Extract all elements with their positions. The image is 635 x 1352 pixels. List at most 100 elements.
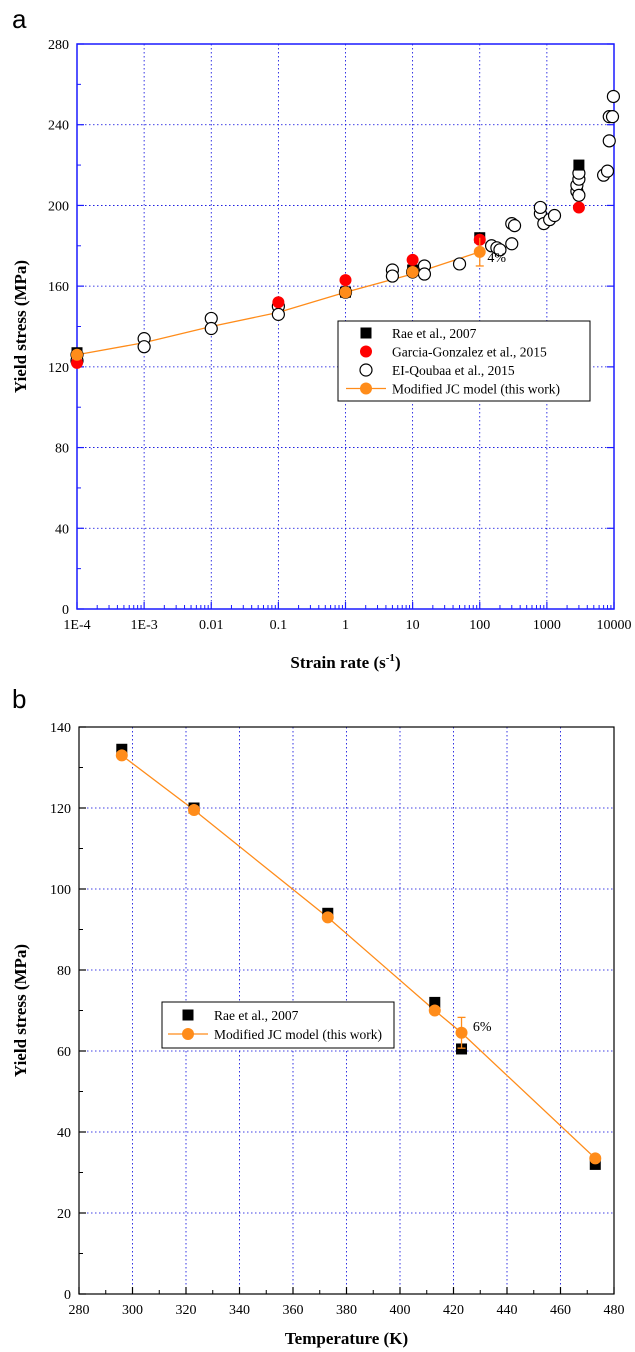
data-point bbox=[271, 307, 285, 321]
tick-label-x: 440 bbox=[497, 1303, 518, 1318]
tick-label-y: 160 bbox=[48, 280, 69, 295]
data-point bbox=[406, 253, 419, 266]
y-axis-label-a: Yield stress (MPa) bbox=[11, 260, 30, 393]
tick-label-y: 0 bbox=[62, 603, 69, 618]
tick-label-x: 300 bbox=[122, 1303, 143, 1318]
data-point bbox=[493, 243, 507, 257]
tick-label-x: 1E-4 bbox=[63, 618, 90, 633]
tick-label-y: 200 bbox=[48, 199, 69, 214]
data-point bbox=[417, 267, 432, 281]
legend-label: Garcia-Gonzalez et al., 2015 bbox=[392, 345, 547, 360]
data-point bbox=[452, 257, 467, 271]
y-axis-label-b: Yield stress (MPa) bbox=[11, 944, 30, 1077]
tick-label-y: 80 bbox=[57, 964, 71, 979]
data-point bbox=[71, 348, 83, 361]
panel-label-b: b bbox=[12, 684, 26, 714]
data-point bbox=[428, 1004, 441, 1017]
x-axis-label-a: Strain rate (s-1) bbox=[290, 652, 400, 672]
legend-label: Rae et al., 2007 bbox=[214, 1008, 299, 1023]
chart-strain-rate: a1E-4 1E-3 0.01 0.1 1 10 100 1000 10000040801201… bbox=[11, 4, 632, 672]
tick-label-x: 320 bbox=[176, 1303, 197, 1318]
x-axis-label-b: Temperature (K) bbox=[285, 1329, 408, 1348]
legend-label: Modified JC model (this work) bbox=[214, 1027, 382, 1042]
legend-label: Modified JC model (this work) bbox=[392, 382, 560, 397]
tick-label-y: 20 bbox=[57, 1207, 71, 1222]
data-point bbox=[605, 110, 620, 124]
series-1-b bbox=[115, 749, 602, 1165]
legend-marker bbox=[360, 345, 372, 358]
data-point bbox=[339, 274, 352, 287]
ticks-a: 1E-4 1E-3 0.01 0.1 1 10 100 1000 10000 0 40 80 120 16… bbox=[48, 38, 632, 633]
tick-label-y: 120 bbox=[50, 802, 71, 817]
data-point bbox=[456, 1043, 468, 1055]
data-point bbox=[204, 321, 218, 336]
tick-label-y: 40 bbox=[57, 1126, 71, 1141]
data-point bbox=[589, 1158, 601, 1170]
tick-label-y: 60 bbox=[57, 1045, 71, 1060]
tick-label-x: 400 bbox=[390, 1303, 411, 1318]
data-point bbox=[429, 996, 441, 1008]
data-b bbox=[115, 743, 602, 1170]
tick-label-y: 80 bbox=[55, 442, 69, 457]
data-point bbox=[339, 286, 352, 299]
tick-label-y: 40 bbox=[55, 522, 69, 537]
tick-label-x: 0.01 bbox=[199, 618, 224, 633]
tick-label-y: 240 bbox=[48, 119, 69, 134]
tick-label-y: 0 bbox=[64, 1288, 71, 1303]
tick-label-x: 1000 bbox=[533, 618, 561, 633]
tick-label-y: 120 bbox=[48, 361, 69, 376]
data-point bbox=[137, 340, 151, 354]
tick-label-x: 360 bbox=[283, 1303, 304, 1318]
legend-marker bbox=[360, 382, 372, 395]
legend-label: EI-Qoubaa et al., 2015 bbox=[392, 363, 515, 378]
tick-label-x: 10 bbox=[406, 618, 420, 633]
data-point bbox=[116, 743, 128, 755]
data-point bbox=[572, 188, 586, 202]
legend-marker bbox=[360, 327, 372, 339]
data-point bbox=[572, 201, 585, 214]
tick-label-y: 140 bbox=[50, 721, 71, 736]
legend-box-b bbox=[161, 1001, 395, 1049]
model-line-b bbox=[121, 754, 596, 1159]
tick-label-x: 420 bbox=[443, 1303, 464, 1318]
data-point bbox=[507, 219, 522, 233]
panel-label-a: a bbox=[12, 4, 27, 34]
tick-label-y: 280 bbox=[48, 38, 69, 53]
tick-label-x: 1 bbox=[342, 618, 349, 633]
data-point bbox=[589, 1152, 602, 1165]
tick-label-x: 460 bbox=[550, 1303, 571, 1318]
annotation-b: 6% bbox=[473, 1020, 492, 1035]
data-point bbox=[272, 296, 285, 309]
tick-label-x: 10000 bbox=[597, 618, 632, 633]
data-point bbox=[385, 269, 400, 283]
data-point bbox=[606, 89, 621, 104]
data-a bbox=[70, 89, 621, 369]
data-point bbox=[573, 159, 585, 171]
legend-marker bbox=[182, 1009, 194, 1021]
data-point bbox=[115, 749, 128, 762]
x-axis-label-sup: -1 bbox=[386, 652, 395, 664]
tick-label-x: 340 bbox=[229, 1303, 250, 1318]
data-point bbox=[533, 200, 547, 215]
grid-b bbox=[79, 727, 614, 1294]
data-point bbox=[600, 164, 615, 178]
tick-label-x: 480 bbox=[604, 1303, 625, 1318]
tick-label-x: 100 bbox=[469, 618, 490, 633]
annotation-a: 4% bbox=[487, 251, 506, 266]
tick-label-x: 1E-3 bbox=[131, 618, 158, 633]
legend-b: Rae et al., 2007 Modified JC model (this … bbox=[161, 1001, 395, 1049]
series-1-a bbox=[71, 201, 585, 369]
legend-marker bbox=[182, 1028, 194, 1040]
x-axis-label-text: Strain rate (s bbox=[290, 653, 386, 672]
data-point bbox=[406, 266, 419, 279]
x-axis-label-end: ) bbox=[395, 653, 401, 672]
data-point bbox=[321, 911, 334, 924]
data-point bbox=[602, 134, 616, 148]
legend-marker bbox=[359, 363, 373, 377]
data-point bbox=[505, 237, 519, 251]
legend-label: Rae et al., 2007 bbox=[392, 326, 477, 341]
tick-label-x: 380 bbox=[336, 1303, 357, 1318]
ticks-b: 280 300 320 340 360 380 400 420 440 460 480 0 20 40 60… bbox=[50, 721, 625, 1318]
tick-label-x: 0.1 bbox=[270, 618, 288, 633]
data-point bbox=[188, 804, 201, 817]
